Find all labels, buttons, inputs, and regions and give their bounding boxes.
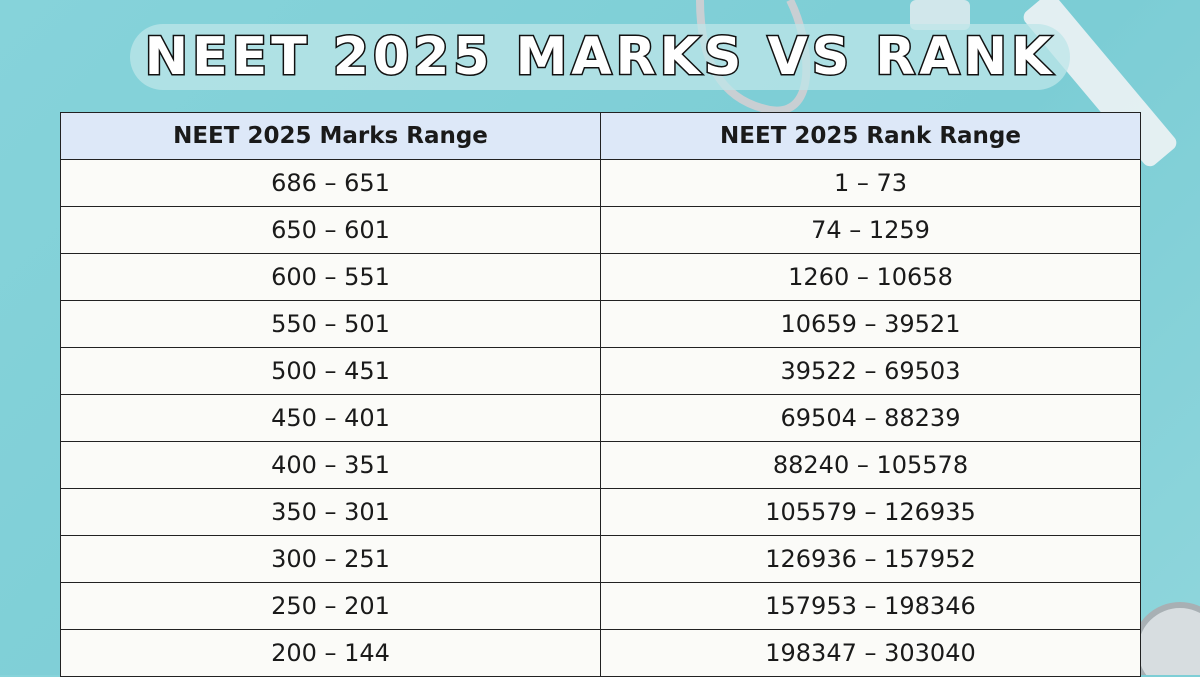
marks-cell: 350 – 301 [60,488,601,536]
rank-cell: 105579 – 126935 [600,488,1141,536]
table-body: 686 – 651 1 – 73 650 – 601 74 – 1259 600 – 5… [60,159,1141,677]
rank-cell: 88240 – 105578 [600,441,1141,489]
rank-cell: 10659 – 39521 [600,300,1141,348]
table-row: 600 – 551 1260 – 10658 [60,253,1141,301]
rank-cell: 157953 – 198346 [600,582,1141,630]
header-cell: NEET 2025 Marks Range [60,112,601,160]
table-row: 300 – 251 126936 – 157952 [60,535,1141,583]
marks-cell: 450 – 401 [60,394,601,442]
marks-cell: 686 – 651 [60,159,601,207]
marks-cell: 600 – 551 [60,253,601,301]
table-row: 550 – 501 10659 – 39521 [60,300,1141,348]
rank-cell: 1260 – 10658 [600,253,1141,301]
header-row: NEET 2025 Marks Range NEET 2025 Rank Rang… [60,112,1141,160]
table-row: 650 – 601 74 – 1259 [60,206,1141,254]
header-cell: NEET 2025 Rank Range [600,112,1141,160]
table-row: 686 – 651 1 – 73 [60,159,1141,207]
marks-rank-table: NEET 2025 Marks Range NEET 2025 Rank Rang… [60,112,1141,677]
table-row: 200 – 144 198347 – 303040 [60,629,1141,677]
marks-cell: 300 – 251 [60,535,601,583]
marks-cell: 550 – 501 [60,300,601,348]
rank-cell: 1 – 73 [600,159,1141,207]
table-row: 400 – 351 88240 – 105578 [60,441,1141,489]
vial [910,0,970,30]
marks-cell: 250 – 201 [60,582,601,630]
rank-cell: 74 – 1259 [600,206,1141,254]
rank-cell: 198347 – 303040 [600,629,1141,677]
title-pill [130,24,1070,90]
rank-cell: 39522 – 69503 [600,347,1141,395]
title: NEET 2025 MARKS VS RANK [143,26,1056,89]
table-row: 500 – 451 39522 – 69503 [60,347,1141,395]
marks-cell: 500 – 451 [60,347,601,395]
table-row: 450 – 401 69504 – 88239 [60,394,1141,442]
marks-cell: 650 – 601 [60,206,601,254]
stethoscope-head [1132,602,1200,675]
rank-cell: 126936 – 157952 [600,535,1141,583]
marks-cell: 200 – 144 [60,629,601,677]
table-row: 250 – 201 157953 – 198346 [60,582,1141,630]
rank-cell: 69504 – 88239 [600,394,1141,442]
marks-cell: 400 – 351 [60,441,601,489]
table-row: 350 – 301 105579 – 126935 [60,488,1141,536]
